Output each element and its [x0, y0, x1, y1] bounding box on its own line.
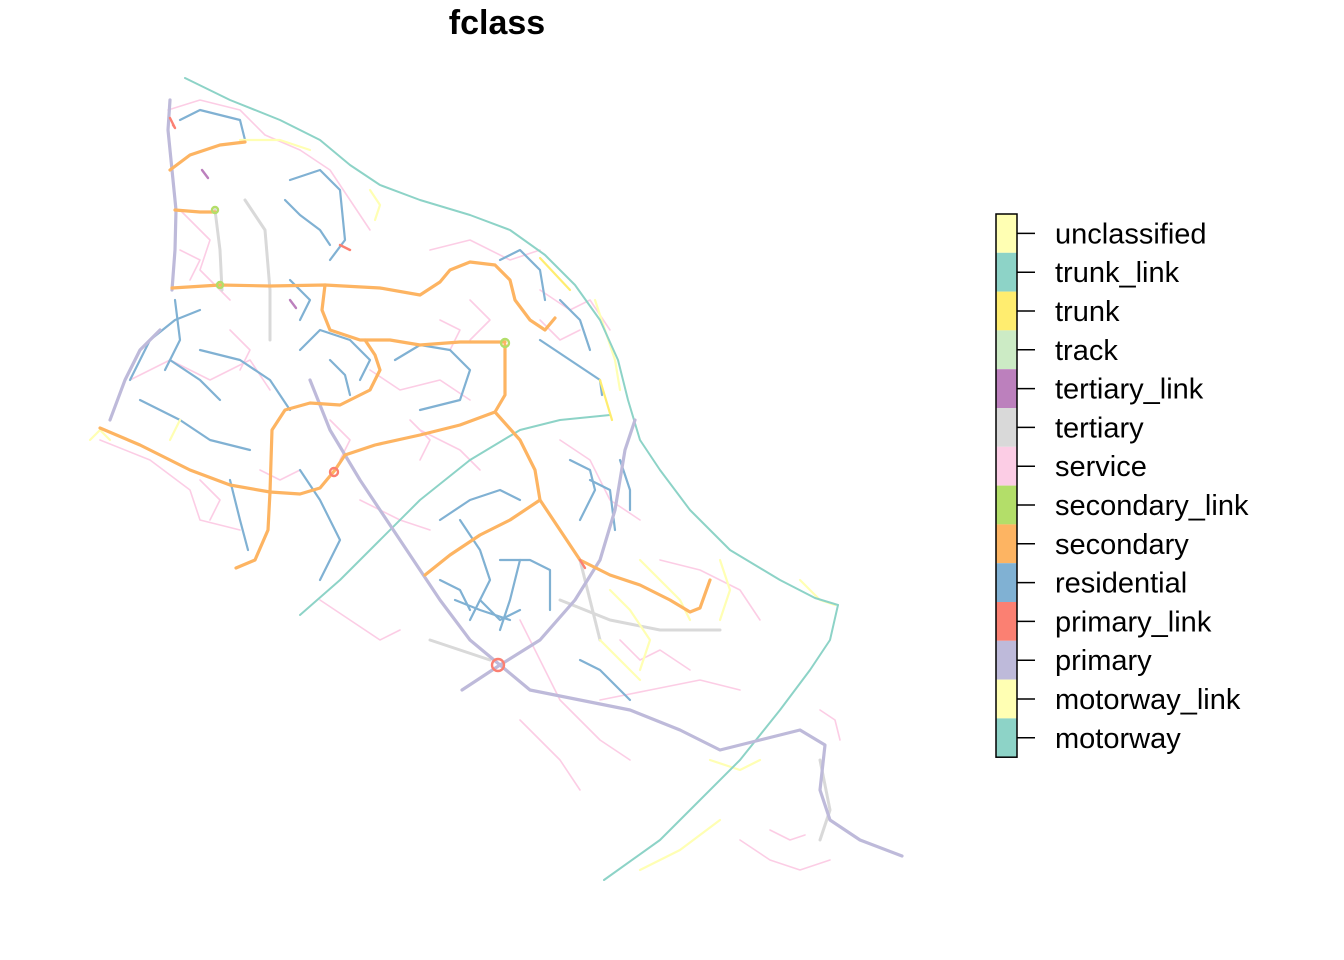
roads-motorway: [184, 77, 839, 881]
roads-tertiary-link: [200, 168, 298, 310]
roads-residential: [128, 108, 632, 702]
legend-swatch: [996, 214, 1017, 253]
legend-swatch: [996, 369, 1017, 408]
legend-frame: [995, 213, 1018, 758]
legend-label: trunk: [1055, 296, 1120, 328]
legend-label: motorway_link: [1055, 684, 1241, 716]
legend-swatch: [996, 602, 1017, 641]
legend-swatch: [996, 679, 1017, 719]
legend-swatch: [996, 485, 1017, 525]
legend-swatch: [996, 718, 1017, 758]
roads-secondary-link: [210, 205, 511, 349]
roads-primary: [108, 98, 904, 858]
legend-label: tertiary_link: [1055, 374, 1204, 406]
legend-swatch: [996, 563, 1017, 602]
legend-label: residential: [1055, 568, 1187, 600]
legend-swatch: [996, 252, 1017, 292]
legend-swatch: [996, 524, 1017, 564]
legend-label: motorway: [1055, 723, 1181, 755]
legend-swatch: [996, 446, 1017, 486]
legend-label: primary: [1055, 645, 1152, 677]
roads-secondary: [98, 140, 712, 614]
legend-label: secondary: [1055, 529, 1189, 561]
legend-label: unclassified: [1055, 218, 1207, 250]
legend-label: primary_link: [1055, 606, 1212, 638]
legend-label: service: [1055, 451, 1147, 483]
legend-label: tertiary: [1055, 412, 1144, 444]
legend-swatch: [996, 291, 1017, 331]
legend-swatch: [996, 640, 1017, 680]
roads-trunk: [538, 256, 614, 422]
road-map: [88, 77, 904, 881]
legend-swatch: [996, 330, 1017, 370]
legend-label: secondary_link: [1055, 490, 1249, 522]
map-title: fclass: [448, 4, 546, 42]
roads-primary-link: [168, 116, 587, 673]
legend-label: trunk_link: [1055, 257, 1180, 289]
legend-swatch: [996, 408, 1017, 447]
roads-tertiary: [213, 198, 832, 842]
legend-label: track: [1055, 335, 1118, 367]
